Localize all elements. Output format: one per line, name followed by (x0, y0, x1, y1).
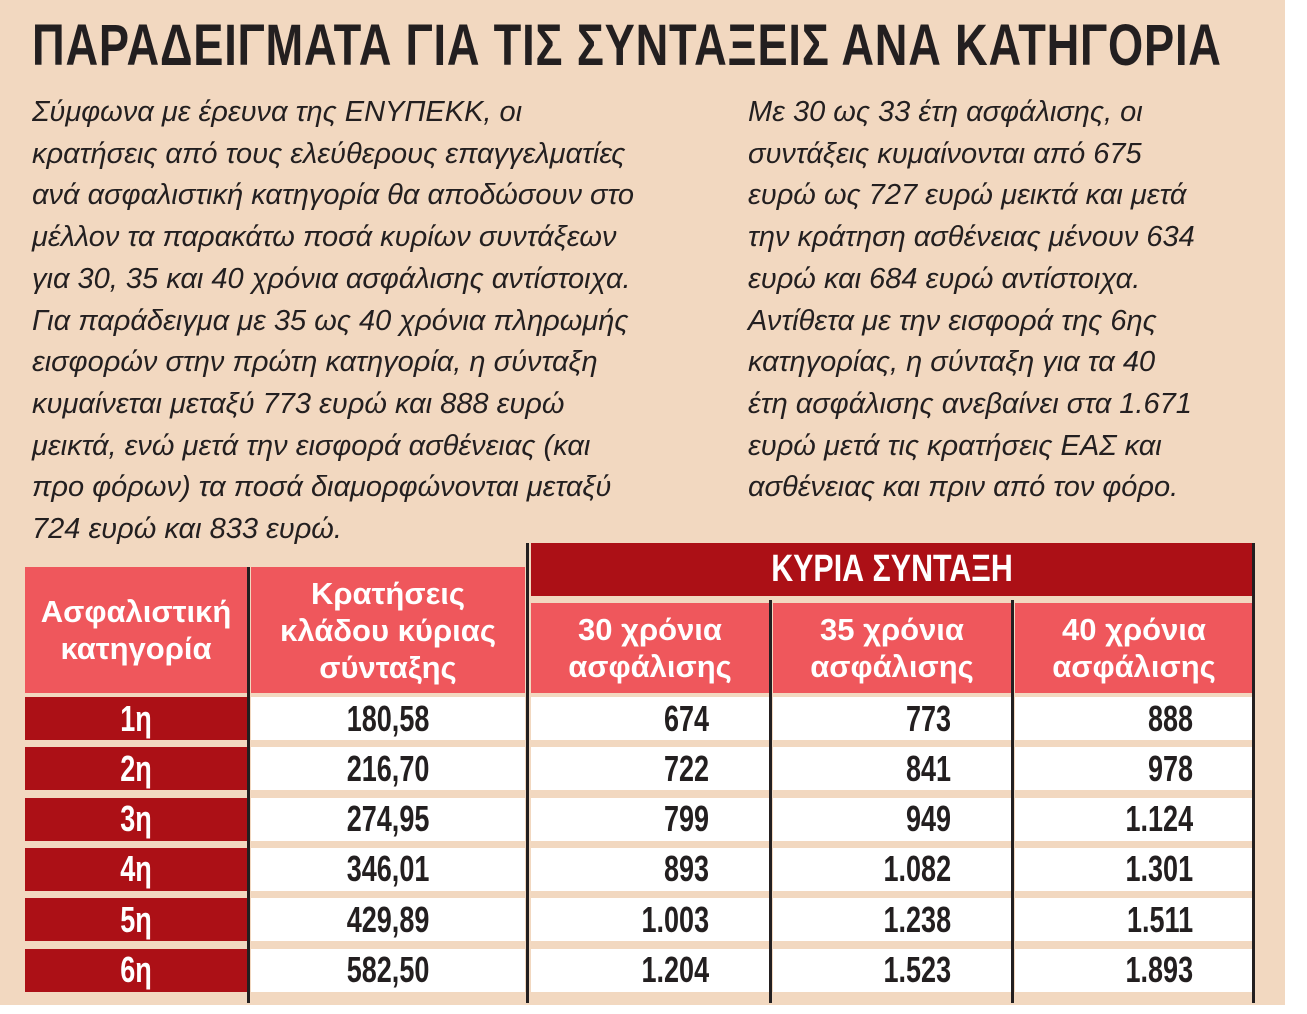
column-header: Κρατήσεις κλάδου κύριας σύνταξης (251, 567, 525, 693)
column-divider (1011, 600, 1014, 1003)
text-line: Αντίθετα με την εισφορά της 6ης (748, 304, 1157, 337)
cell-text: 978 (1147, 747, 1193, 789)
value-cell: 1.082 (773, 847, 1011, 891)
cell-text: 1.124 (1125, 798, 1193, 840)
text-line: ανά ασφαλιστική κατηγορία θα αποδώσουν σ… (32, 179, 635, 212)
value-cell: 1.893 (1015, 948, 1253, 992)
cell-text: 216,70 (346, 747, 430, 789)
column-divider (526, 543, 529, 1003)
column-header: 40 χρόνια ασφάλισης (1015, 603, 1253, 693)
text-line: για 30, 35 και 40 χρόνια ασφάλισης αντίσ… (32, 262, 631, 295)
text-line: ευρώ και 684 ευρώ αντίστοιχα. (748, 262, 1141, 295)
value-cell: 1.301 (1015, 847, 1253, 891)
text-line: κρατήσεις από τους ελεύθερους επαγγελματ… (32, 137, 626, 170)
cell-text: 949 (905, 798, 951, 840)
text-line: κυμαίνεται μεταξύ 773 ευρώ και 888 ευρώ (32, 387, 565, 420)
category-cell: 1η (25, 697, 247, 740)
text-line: ευρώ μετά τις κρατήσεις ΕΑΣ και (748, 429, 1162, 462)
text-line: έτη ασφάλισης ανεβαίνει στα 1.671 (748, 387, 1192, 420)
page-title: ΠΑΡΑΔΕΙΓΜΑΤΑ ΓΙΑ ΤΙΣ ΣΥΝΤΑΞΕΙΣ ΑΝΑ ΚΑΤΗΓ… (32, 13, 1222, 78)
cell-text: 1.893 (1125, 949, 1193, 990)
cell-text: 888 (1147, 697, 1193, 739)
column-header: 30 χρόνια ασφάλισης (531, 603, 769, 693)
text-line: Με 30 ως 33 έτη ασφάλισης, οι (748, 96, 1143, 128)
text-line: συντάξεις κυμαίνονται από 675 (748, 137, 1142, 170)
text-line: ευρώ ως 727 ευρώ μεικτά και μετά (748, 179, 1187, 212)
category-cell: 3η (25, 797, 247, 841)
cell-text: 582,50 (346, 949, 430, 990)
left-text-column: Σύμφωνα με έρευνα της ΕΝΥΠΕΚΚ, οι κρατήσε… (32, 92, 732, 551)
value-cell: 841 (773, 747, 1011, 791)
value-cell: 674 (531, 697, 769, 740)
cell-text: 1.523 (883, 949, 951, 990)
text-line: 724 ευρώ και 833 ευρώ. (32, 513, 342, 546)
value-cell: 1.523 (773, 948, 1011, 992)
value-cell: 1.511 (1015, 898, 1253, 942)
text-line: εισφορών στην πρώτη κατηγορία, η σύνταξη (32, 346, 598, 379)
column-divider (247, 567, 250, 1003)
cell-text: 3η (120, 798, 152, 840)
value-cell: 1.124 (1015, 797, 1253, 841)
value-cell: 216,70 (251, 747, 525, 791)
cell-text: 4η (120, 848, 152, 890)
cell-text: 1.082 (883, 848, 951, 890)
column-divider (1252, 543, 1255, 1003)
cell-text: 429,89 (346, 898, 430, 940)
column-header: Ασφαλιστική κατηγορία (25, 567, 247, 693)
cell-text: 274,95 (346, 798, 430, 840)
text-line: την κράτηση ασθένειας μένουν 634 (748, 221, 1195, 254)
text-line: μέλλον τα παρακάτω ποσά κυρίων συντάξεων (32, 221, 617, 254)
group-header: ΚΥΡΙΑ ΣΥΝΤΑΞΗ (531, 543, 1253, 596)
cell-text: 773 (905, 697, 951, 739)
cell-text: 841 (905, 747, 951, 789)
cell-text: 893 (663, 848, 709, 890)
column-header: 35 χρόνια ασφάλισης (773, 603, 1011, 693)
right-text-column: Με 30 ως 33 έτη ασφάλισης, οι συντάξεις κ… (748, 92, 1268, 509)
value-cell: 1.003 (531, 898, 769, 942)
group-header-label: ΚΥΡΙΑ ΣΥΝΤΑΞΗ (771, 548, 1013, 590)
value-cell: 429,89 (251, 898, 525, 942)
cell-text: 799 (663, 798, 709, 840)
text-line: Σύμφωνα με έρευνα της ΕΝΥΠΕΚΚ, οι (32, 96, 523, 128)
cell-text: 2η (120, 747, 152, 789)
cell-text: 722 (663, 747, 709, 789)
value-cell: 346,01 (251, 847, 525, 891)
category-cell: 6η (25, 948, 247, 992)
value-cell: 274,95 (251, 797, 525, 841)
value-cell: 773 (773, 697, 1011, 740)
value-cell: 799 (531, 797, 769, 841)
column-divider (769, 600, 772, 1003)
value-cell: 978 (1015, 747, 1253, 791)
category-cell: 4η (25, 847, 247, 891)
value-cell: 949 (773, 797, 1011, 841)
text-line: Για παράδειγμα με 35 ως 40 χρόνια πληρωμ… (32, 304, 629, 337)
category-cell: 2η (25, 747, 247, 791)
cell-text: 346,01 (346, 848, 430, 890)
cell-text: 1η (120, 697, 152, 739)
text-line: μεικτά, ενώ μετά την εισφορά ασθένειας (… (32, 429, 591, 462)
cell-text: 1.301 (1125, 848, 1193, 890)
value-cell: 582,50 (251, 948, 525, 992)
cell-text: 1.204 (641, 949, 709, 990)
value-cell: 1.204 (531, 948, 769, 992)
text-line: ασθένειας και πριν από τον φόρο. (748, 471, 1179, 504)
category-cell: 5η (25, 898, 247, 942)
value-cell: 180,58 (251, 697, 525, 740)
cell-text: 5η (120, 898, 152, 940)
cell-text: 180,58 (346, 697, 430, 739)
cell-text: 1.003 (641, 898, 709, 940)
value-cell: 893 (531, 847, 769, 891)
cell-text: 674 (663, 697, 709, 739)
cell-text: 1.238 (883, 898, 951, 940)
cell-text: 6η (120, 949, 152, 990)
text-line: κατηγορίας, η σύνταξη για τα 40 (748, 346, 1156, 379)
value-cell: 1.238 (773, 898, 1011, 942)
text-line: προ φόρων) τα ποσά διαμορφώνονται μεταξύ (32, 471, 612, 504)
cell-text: 1.511 (1126, 898, 1193, 940)
value-cell: 722 (531, 747, 769, 791)
value-cell: 888 (1015, 697, 1253, 740)
